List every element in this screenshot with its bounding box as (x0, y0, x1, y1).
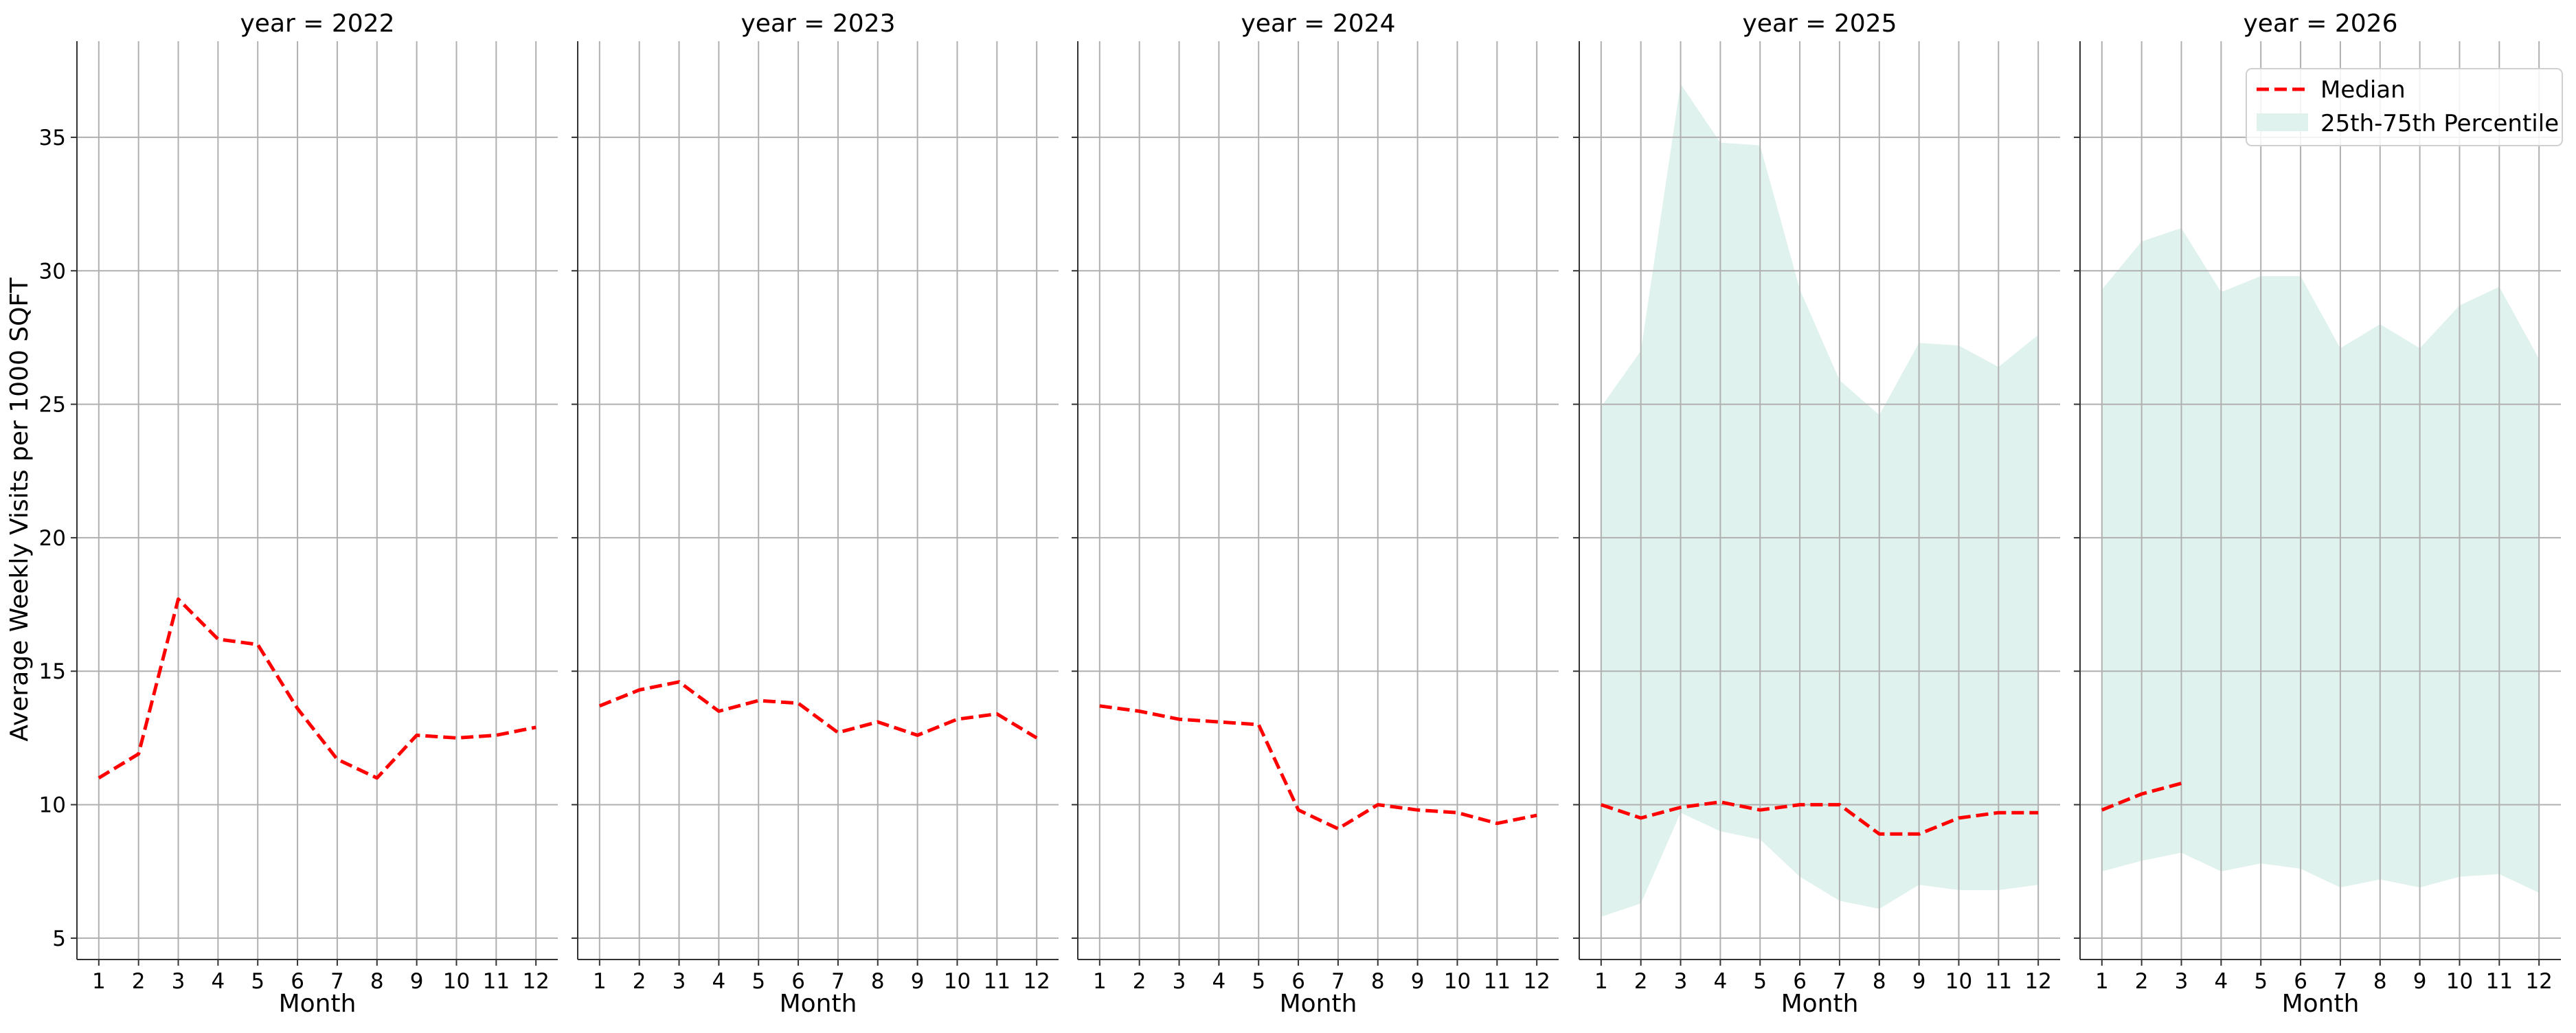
x-tick-label: 10 (1444, 969, 1471, 994)
x-tick-label: 12 (1023, 969, 1050, 994)
median-line (600, 682, 1037, 738)
x-tick-label: 8 (370, 969, 384, 994)
y-axis-title: Average Weekly Visits per 1000 SQFT (5, 277, 34, 741)
panel-title: year = 2022 (240, 10, 395, 38)
x-tick-label: 5 (1753, 969, 1767, 994)
x-axis-title: Month (2282, 990, 2360, 1018)
x-tick-label: 1 (92, 969, 106, 994)
x-tick-label: 11 (984, 969, 1010, 994)
y-tick-label: 25 (39, 393, 66, 418)
legend: Median 25th-75th Percentile (2246, 69, 2562, 146)
x-tick-label: 3 (1674, 969, 1688, 994)
x-tick-label: 1 (2095, 969, 2109, 994)
x-tick-label: 12 (522, 969, 549, 994)
legend-median-label: Median (2320, 76, 2406, 104)
x-tick-label: 10 (2446, 969, 2473, 994)
y-tick-label: 5 (52, 927, 66, 951)
panel-title: year = 2024 (1241, 10, 1396, 38)
x-tick-label: 10 (944, 969, 971, 994)
x-tick-label: 4 (2215, 969, 2228, 994)
x-tick-label: 9 (911, 969, 925, 994)
x-tick-label: 12 (1523, 969, 1550, 994)
x-tick-label: 10 (1945, 969, 1972, 994)
legend-band-label: 25th-75th Percentile (2320, 110, 2559, 137)
x-tick-label: 2 (633, 969, 646, 994)
y-tick-label: 10 (39, 793, 66, 818)
x-tick-label: 4 (1212, 969, 1226, 994)
x-tick-label: 9 (2413, 969, 2427, 994)
y-tick-label: 20 (39, 526, 66, 551)
panel-title: year = 2023 (741, 10, 896, 38)
x-tick-label: 1 (1594, 969, 1608, 994)
x-axis-title: Month (279, 990, 357, 1018)
x-tick-label: 2 (132, 969, 146, 994)
panel-title: year = 2025 (1743, 10, 1897, 38)
median-line (1100, 706, 1537, 829)
legend-band-swatch (2257, 113, 2308, 131)
x-tick-label: 5 (752, 969, 765, 994)
x-tick-label: 4 (1714, 969, 1728, 994)
median-line (99, 599, 536, 777)
x-tick-label: 3 (673, 969, 686, 994)
x-tick-label: 11 (1484, 969, 1511, 994)
y-tick-label: 15 (39, 659, 66, 684)
x-tick-label: 2 (1133, 969, 1146, 994)
x-tick-label: 11 (483, 969, 510, 994)
x-tick-label: 8 (871, 969, 885, 994)
x-tick-label: 9 (410, 969, 424, 994)
percentile-band (2102, 228, 2539, 893)
x-tick-label: 4 (712, 969, 726, 994)
y-tick-label: 30 (39, 259, 66, 284)
percentile-band (1601, 84, 2038, 917)
x-tick-label: 2 (1634, 969, 1648, 994)
x-tick-label: 9 (1411, 969, 1425, 994)
x-tick-label: 12 (2525, 969, 2552, 994)
x-tick-label: 3 (2175, 969, 2189, 994)
x-tick-label: 3 (172, 969, 185, 994)
x-tick-label: 5 (251, 969, 264, 994)
x-tick-label: 4 (212, 969, 225, 994)
x-axis-title: Month (780, 990, 857, 1018)
x-tick-label: 8 (1873, 969, 1886, 994)
x-tick-label: 12 (2024, 969, 2051, 994)
x-axis-title: Month (1280, 990, 1357, 1018)
x-axis-title: Month (1781, 990, 1859, 1018)
x-tick-label: 1 (593, 969, 607, 994)
x-tick-label: 1 (1093, 969, 1107, 994)
x-tick-label: 2 (2135, 969, 2149, 994)
x-tick-label: 5 (1252, 969, 1265, 994)
x-tick-label: 11 (2486, 969, 2513, 994)
y-tick-label: 35 (39, 126, 66, 150)
panel-title: year = 2026 (2244, 10, 2398, 38)
x-tick-label: 3 (1173, 969, 1186, 994)
x-tick-label: 11 (1985, 969, 2012, 994)
x-tick-label: 5 (2254, 969, 2268, 994)
x-tick-label: 8 (2373, 969, 2387, 994)
x-tick-label: 8 (1371, 969, 1385, 994)
x-tick-label: 9 (1912, 969, 1926, 994)
x-tick-label: 10 (443, 969, 470, 994)
